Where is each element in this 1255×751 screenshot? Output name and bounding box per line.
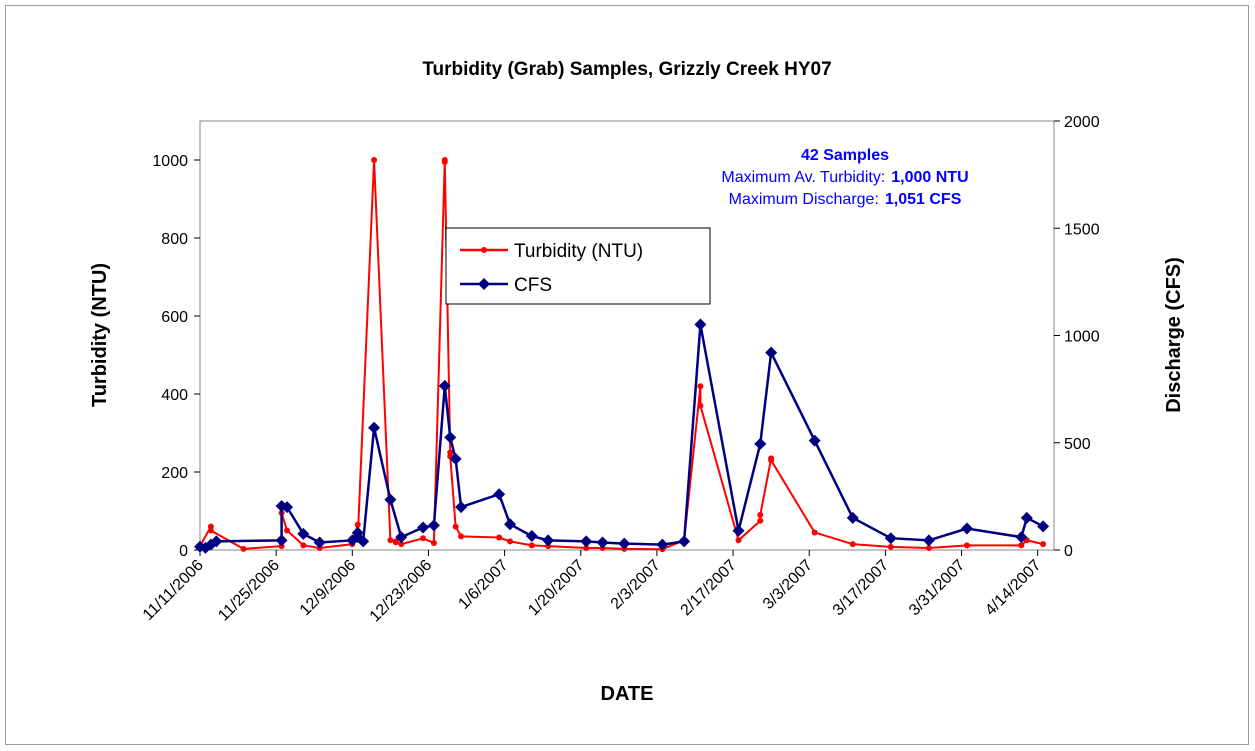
data-point — [210, 535, 223, 548]
data-point — [757, 517, 764, 524]
data-point — [275, 534, 288, 547]
annotation: Maximum Av. Turbidity: 1,000 NTU — [721, 169, 968, 186]
legend-marker — [481, 247, 487, 253]
legend-label: Turbidity (NTU) — [514, 241, 643, 262]
y2-tick-label: 1500 — [1064, 221, 1100, 238]
data-point — [887, 543, 894, 550]
data-point — [678, 535, 691, 548]
data-point — [922, 534, 935, 547]
data-point — [884, 532, 897, 545]
annotation-value: 1,000 NTU — [891, 169, 968, 186]
data-point — [732, 524, 745, 537]
data-point — [297, 527, 310, 540]
data-point — [525, 530, 538, 543]
annotation: 42 Samples — [801, 147, 889, 164]
y-tick-label: 1000 — [152, 153, 188, 170]
y-tick-label: 200 — [161, 465, 188, 482]
data-point — [449, 452, 462, 465]
data-point — [765, 346, 778, 359]
data-point — [507, 538, 514, 545]
data-point — [452, 523, 459, 530]
data-point — [458, 533, 465, 540]
data-point — [1040, 541, 1047, 548]
x-axis-label: DATE — [601, 683, 654, 705]
data-point — [275, 500, 288, 513]
legend-label: CFS — [514, 275, 552, 296]
y-tick-label: 0 — [179, 543, 188, 560]
data-point — [313, 536, 326, 549]
data-point — [963, 542, 970, 549]
data-point — [808, 434, 821, 447]
data-point — [1015, 531, 1028, 544]
data-point — [357, 535, 370, 548]
data-point — [846, 511, 859, 524]
data-point — [300, 542, 307, 549]
y2-tick-label: 0 — [1064, 543, 1073, 560]
y-tick-label: 800 — [161, 231, 188, 248]
legend-marker — [478, 278, 490, 290]
data-point — [427, 519, 440, 532]
y-tick-label: 600 — [161, 309, 188, 326]
data-point — [811, 529, 818, 536]
chart-title: Turbidity (Grab) Samples, Grizzly Creek … — [422, 59, 831, 80]
data-point — [504, 518, 517, 531]
data-point — [430, 539, 437, 546]
data-point — [1018, 542, 1025, 549]
data-point — [596, 536, 609, 549]
data-point — [580, 535, 593, 548]
data-point — [371, 157, 378, 163]
data-point — [281, 501, 294, 514]
data-point — [925, 545, 932, 552]
data-point — [542, 534, 555, 547]
data-point — [697, 383, 704, 390]
data-point — [583, 545, 590, 552]
y2-tick-label: 2000 — [1064, 114, 1100, 131]
data-point — [368, 421, 381, 434]
plot-area — [199, 120, 1055, 551]
data-point — [1037, 520, 1050, 533]
data-point — [1020, 511, 1033, 524]
data-point — [240, 545, 247, 552]
data-point — [420, 535, 427, 542]
data-point — [395, 531, 408, 544]
annotation-text: Maximum Av. Turbidity: — [721, 169, 885, 186]
data-point — [441, 158, 448, 165]
data-point — [757, 511, 764, 518]
annotation-text: Maximum Discharge: — [729, 191, 879, 208]
data-point — [849, 541, 856, 548]
legend-box — [445, 227, 711, 305]
y2-tick-label: 500 — [1064, 436, 1091, 453]
data-point — [493, 488, 506, 501]
data-point — [768, 457, 775, 464]
data-point — [735, 537, 742, 544]
data-point — [207, 527, 214, 534]
y-tick-label: 400 — [161, 387, 188, 404]
data-point — [417, 521, 430, 534]
data-point — [438, 379, 451, 392]
data-point — [656, 538, 669, 551]
data-point — [697, 402, 704, 409]
data-point — [694, 318, 707, 331]
data-point — [392, 539, 399, 546]
annotation: Maximum Discharge: 1,051 CFS — [729, 191, 962, 208]
y2-tick-label: 1000 — [1064, 329, 1100, 346]
y2-axis-label: Discharge (CFS) — [1163, 257, 1185, 413]
data-point — [444, 431, 457, 444]
data-point — [618, 537, 631, 550]
data-point — [754, 437, 767, 450]
data-point — [284, 527, 291, 534]
y-axis-label: Turbidity (NTU) — [89, 263, 111, 407]
data-point — [384, 493, 397, 506]
data-point — [387, 537, 394, 544]
annotation-value: 1,051 CFS — [885, 191, 962, 208]
data-point — [398, 541, 405, 548]
data-point — [455, 501, 468, 514]
data-point — [960, 522, 973, 535]
data-point — [496, 534, 503, 541]
data-point — [528, 542, 535, 549]
data-point — [354, 521, 361, 528]
annotation-text: 42 Samples — [801, 147, 889, 164]
